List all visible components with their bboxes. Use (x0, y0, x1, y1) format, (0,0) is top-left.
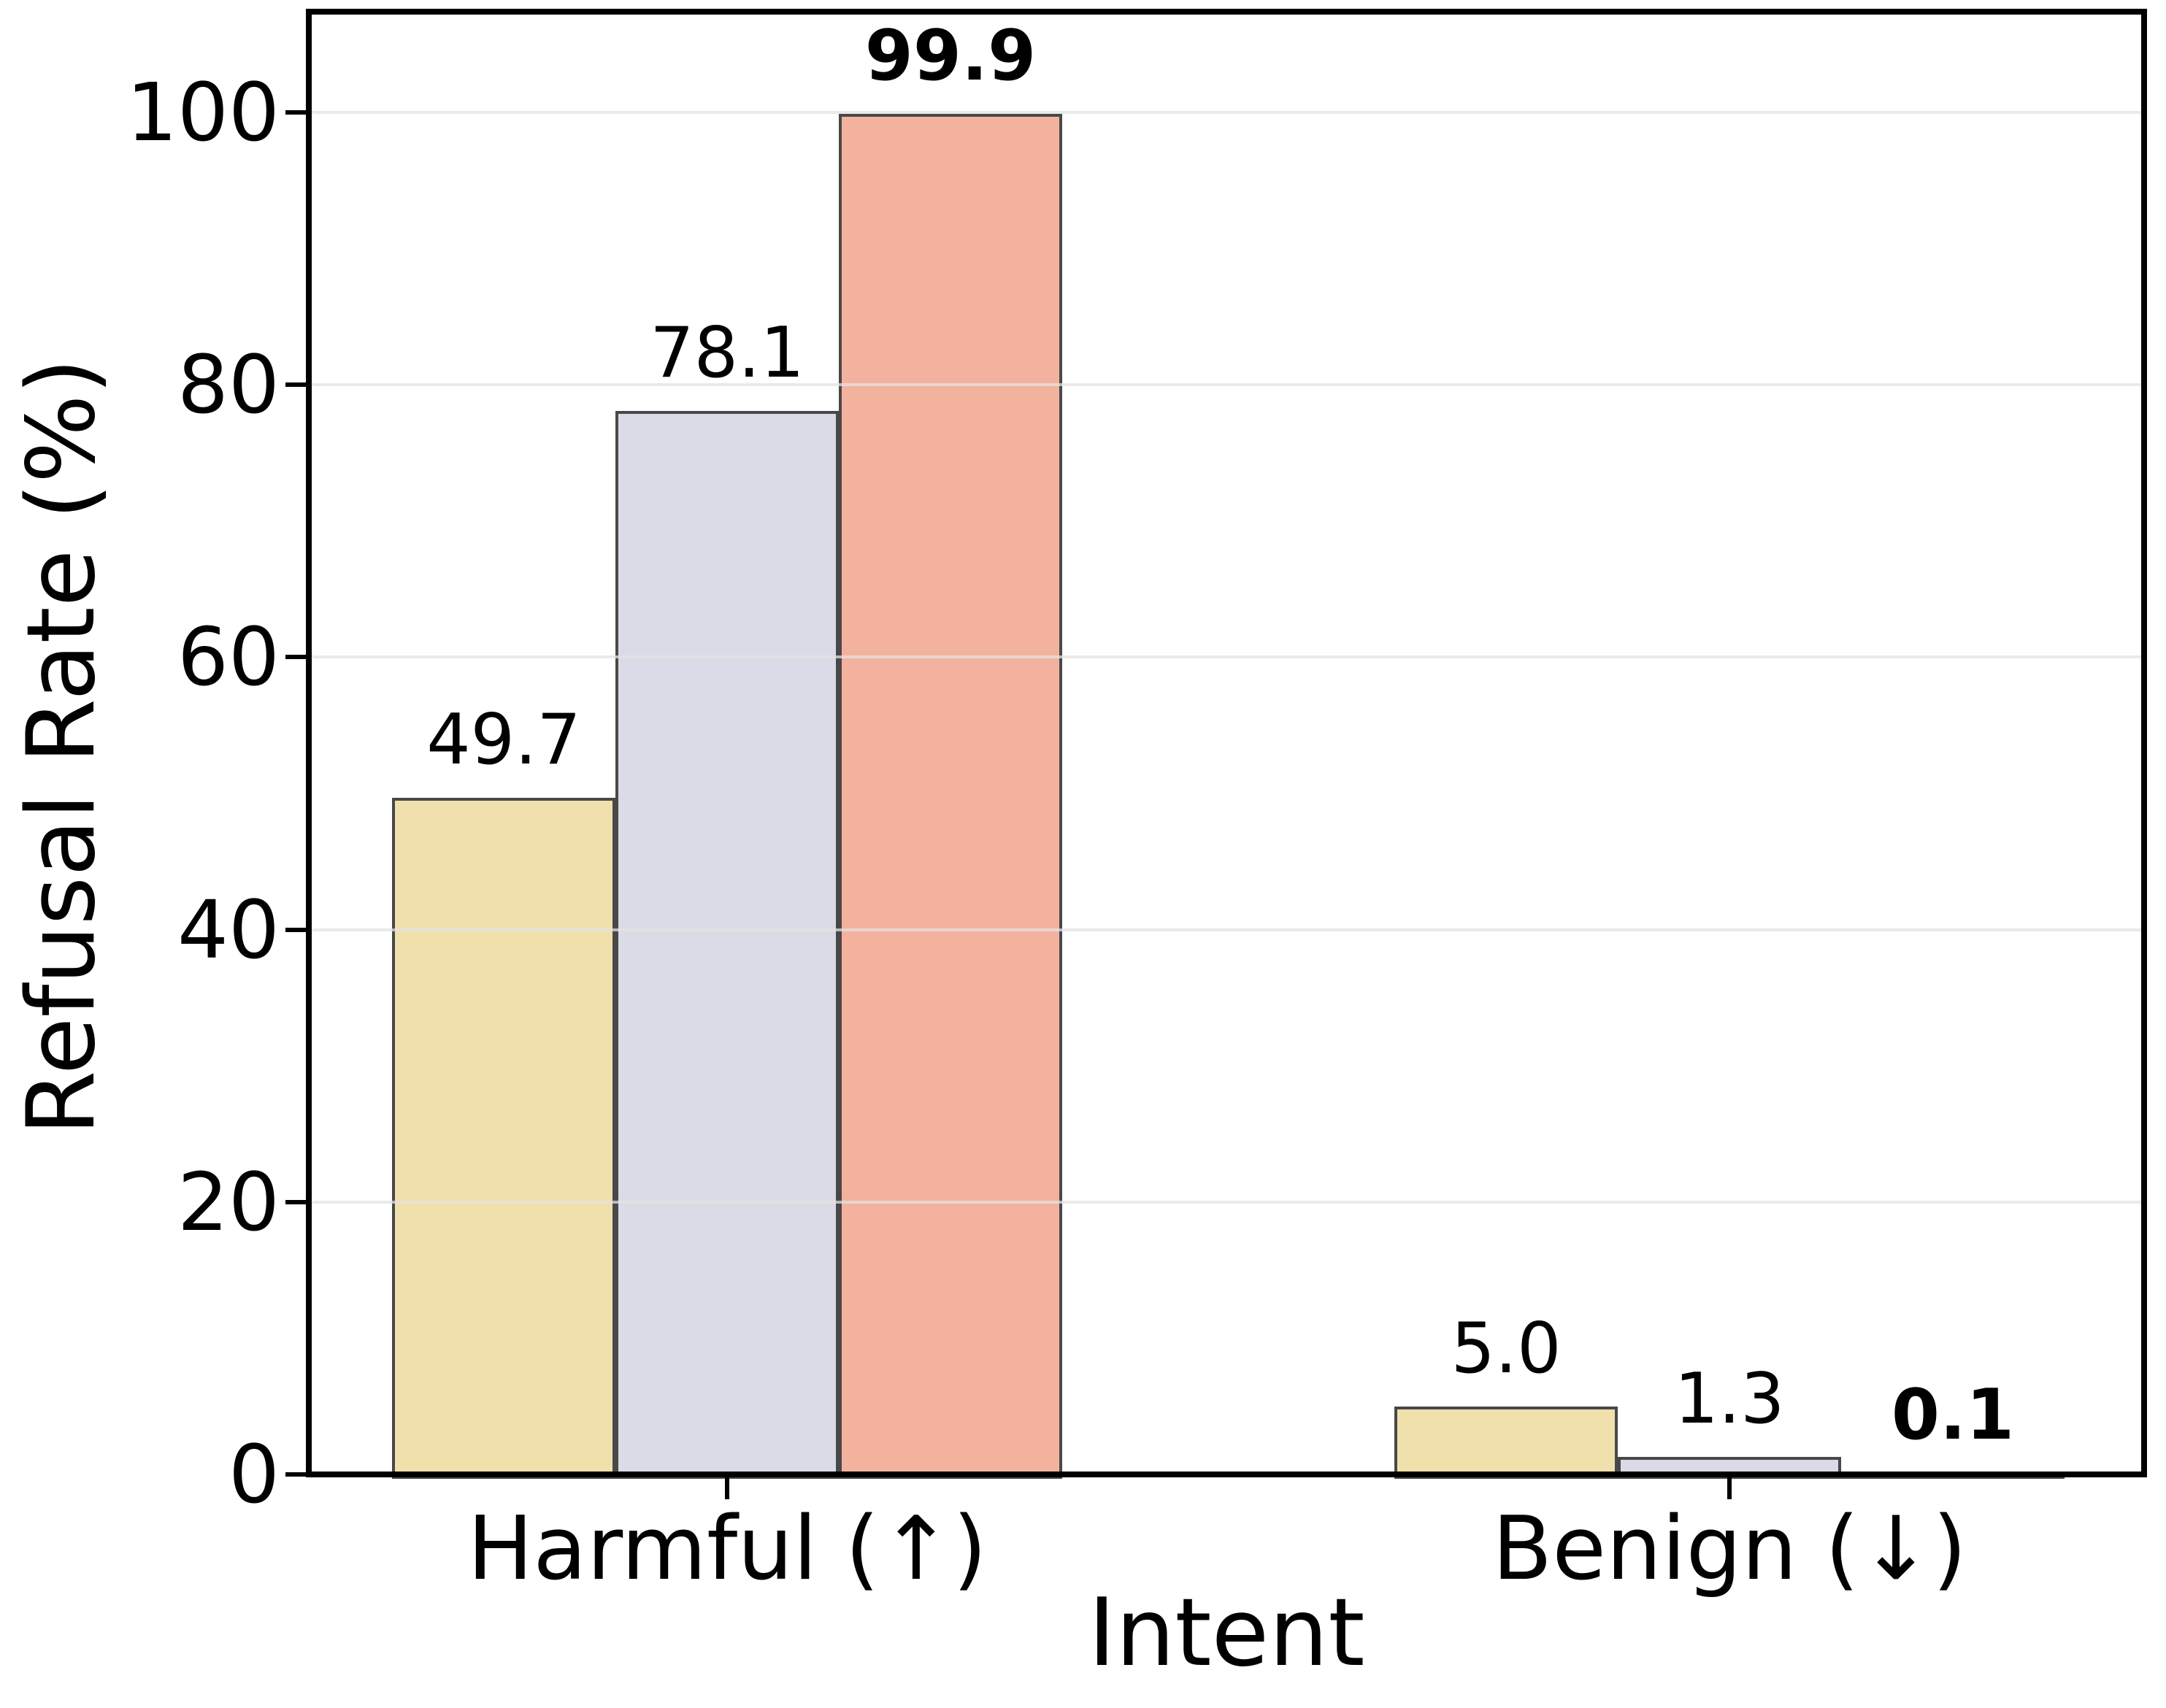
bar-value-label: 0.1 (1891, 1375, 2015, 1456)
x-tick-label: Harmful (↑) (467, 1499, 987, 1600)
x-axis-title: Intent (1088, 1579, 1365, 1688)
bar (615, 410, 839, 1479)
bar (392, 797, 615, 1479)
y-tick-mark (285, 110, 309, 115)
y-tick-mark (285, 927, 309, 932)
x-tick-mark (1727, 1477, 1732, 1499)
bar-value-label: 99.9 (864, 15, 1037, 96)
y-tick-label: 0 (228, 1428, 280, 1521)
y-tick-label: 80 (177, 338, 280, 432)
y-tick-label: 20 (177, 1155, 280, 1249)
bar-value-label: 78.1 (650, 312, 804, 393)
y-tick-label: 40 (177, 882, 280, 977)
x-tick-mark (725, 1477, 729, 1499)
y-tick-mark (285, 1472, 309, 1477)
y-tick-label: 100 (126, 66, 280, 160)
y-tick-mark (285, 382, 309, 388)
x-tick-label: Benign (↓) (1491, 1499, 1967, 1600)
bar-value-label: 49.7 (426, 699, 581, 780)
bar (1841, 1473, 2065, 1479)
bar-value-label: 5.0 (1451, 1308, 1562, 1389)
y-tick-mark (285, 655, 309, 660)
y-tick-mark (285, 1199, 309, 1204)
bar (1618, 1456, 1841, 1479)
y-axis-title: Refusal Rate (%) (7, 358, 116, 1136)
y-tick-label: 60 (177, 610, 280, 704)
bar-value-label: 1.3 (1674, 1358, 1785, 1439)
